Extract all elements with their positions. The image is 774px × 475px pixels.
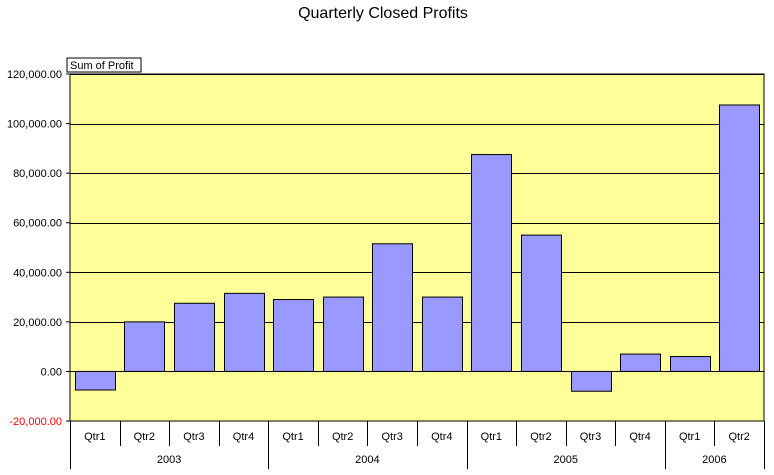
y-tick-label: 100,000.00 [7,119,62,131]
x-category-label: Qtr1 [481,431,502,443]
x-category-label: Qtr2 [332,431,353,443]
y-tick-label: 0.00 [41,366,62,378]
bar[interactable] [571,370,612,392]
x-category-label: Qtr1 [679,431,700,443]
bar[interactable] [471,154,512,372]
value-field-button[interactable]: Sum of Profit [66,57,142,73]
chart-title: Quarterly Closed Profits [298,5,468,22]
y-tick-label: 40,000.00 [13,267,62,279]
bar[interactable] [273,299,314,372]
bar[interactable] [174,302,215,372]
x-axis: Qtr1 Qtr2 Qtr3 Qtr4 Qtr1 Qtr2 Qtr3 Qtr4 Qtr1 Qtr2… [70,421,765,469]
x-group-label: 2004 [355,454,379,466]
bar[interactable] [224,292,265,372]
x-category-label: Qtr1 [84,431,105,443]
x-category-label: Qtr2 [729,431,750,443]
x-category-label: Qtr4 [431,431,452,443]
y-tick-label: 80,000.00 [13,168,62,180]
y-tick-label: 120,000.00 [7,69,62,81]
bar[interactable] [372,243,413,372]
x-group-label: 2003 [157,454,181,466]
bar[interactable] [620,353,661,372]
bar[interactable] [422,296,463,372]
bar[interactable] [521,234,562,372]
bar[interactable] [124,321,165,372]
x-category-label: Qtr3 [382,431,403,443]
x-category-label: Qtr4 [233,431,254,443]
x-category-label: Qtr1 [282,431,303,443]
bar[interactable] [719,104,760,372]
x-group-label: 2005 [553,454,577,466]
x-category-label: Qtr3 [580,431,601,443]
bar[interactable] [670,356,711,372]
x-category-label: Qtr3 [183,431,204,443]
x-category-label: Qtr2 [530,431,551,443]
y-tick-label: 20,000.00 [13,317,62,329]
y-axis-ticks: -20,000.00 0.00 20,000.00 40,000.00 60,000.0… [7,69,70,428]
y-tick-label: -20,000.00 [9,416,62,428]
x-category-label: Qtr2 [134,431,155,443]
y-tick-label: 60,000.00 [13,218,62,230]
bar[interactable] [323,296,364,372]
x-group-label: 2006 [702,454,726,466]
x-category-label: Qtr4 [629,431,650,443]
bars [75,104,760,392]
bar[interactable] [75,370,116,391]
value-field-label: Sum of Profit [70,60,134,72]
